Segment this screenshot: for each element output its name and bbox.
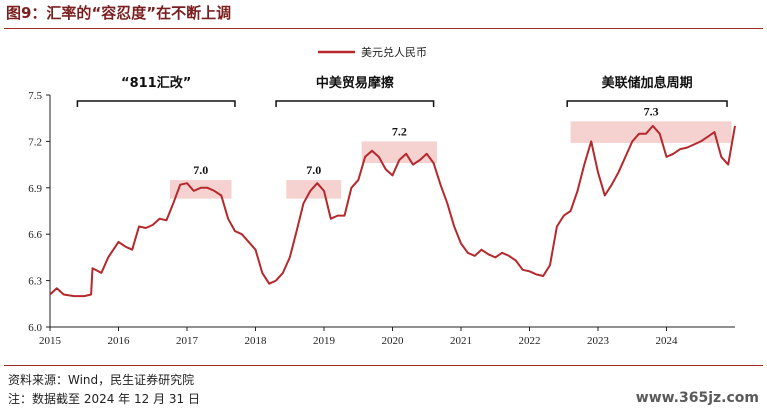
peak-label: 7.0 [306, 163, 321, 177]
y-tick-label: 6.9 [28, 183, 42, 195]
figure-title: 图9：汇率的“容忍度”在不断上调 [6, 4, 232, 22]
peak-label: 7.3 [644, 104, 659, 118]
x-tick-label: 2015 [39, 335, 62, 347]
footer-divider [4, 365, 763, 366]
peak-label: 7.2 [392, 124, 407, 138]
bracket-label: “811汇改” [121, 75, 191, 91]
series-layer [49, 124, 736, 298]
x-tick-label: 2021 [450, 335, 472, 347]
highlight-band [361, 141, 438, 164]
highlight-band [169, 180, 232, 199]
y-tick-label: 7.2 [28, 136, 42, 148]
x-tick-label: 2016 [108, 335, 131, 347]
bracket-line [76, 100, 236, 107]
y-tick-label: 6.6 [28, 229, 42, 241]
x-tick-label: 2020 [382, 335, 405, 347]
x-tick-label: 2018 [245, 335, 268, 347]
x-tick-label: 2024 [656, 335, 679, 347]
data-note: 注：数据截至 2024 年 12 月 31 日 [8, 392, 200, 406]
highlight-band [570, 121, 732, 143]
highlight-band [286, 180, 342, 199]
x-tick-label: 2023 [587, 335, 610, 347]
x-tick-label: 2017 [176, 335, 199, 347]
x-tick-label: 2022 [519, 335, 541, 347]
highlight-bands: 7.0 7.0 7.2 7.3 [169, 104, 732, 199]
title-divider [4, 28, 763, 29]
peak-label: 7.0 [193, 163, 208, 177]
y-tick-label: 6.3 [28, 276, 42, 288]
legend-label: 美元兑人民币 [361, 45, 427, 59]
series-line-usdcny [49, 124, 736, 298]
bracket-label: 美联储加息周期 [602, 75, 693, 91]
chart-legend: 美元兑人民币 [318, 45, 427, 59]
bracket-label: 中美贸易摩擦 [316, 75, 394, 91]
source-note: 资料来源：Wind，民生证券研究院 [8, 373, 195, 387]
watermark-text: www.365jz.com [635, 390, 759, 406]
period-brackets: “811汇改” 中美贸易摩擦 美联储加息周期 [76, 75, 728, 107]
bracket-line [275, 100, 435, 107]
y-tick-label: 7.5 [28, 90, 42, 102]
bracket-line [566, 100, 728, 107]
x-tick-label: 2019 [313, 335, 336, 347]
y-tick-label: 6.0 [28, 322, 42, 334]
chart-axes: 6.0 6.3 6.6 6.9 7.2 7.5 2015 2016 2017 2018 2019 20… [28, 90, 735, 347]
